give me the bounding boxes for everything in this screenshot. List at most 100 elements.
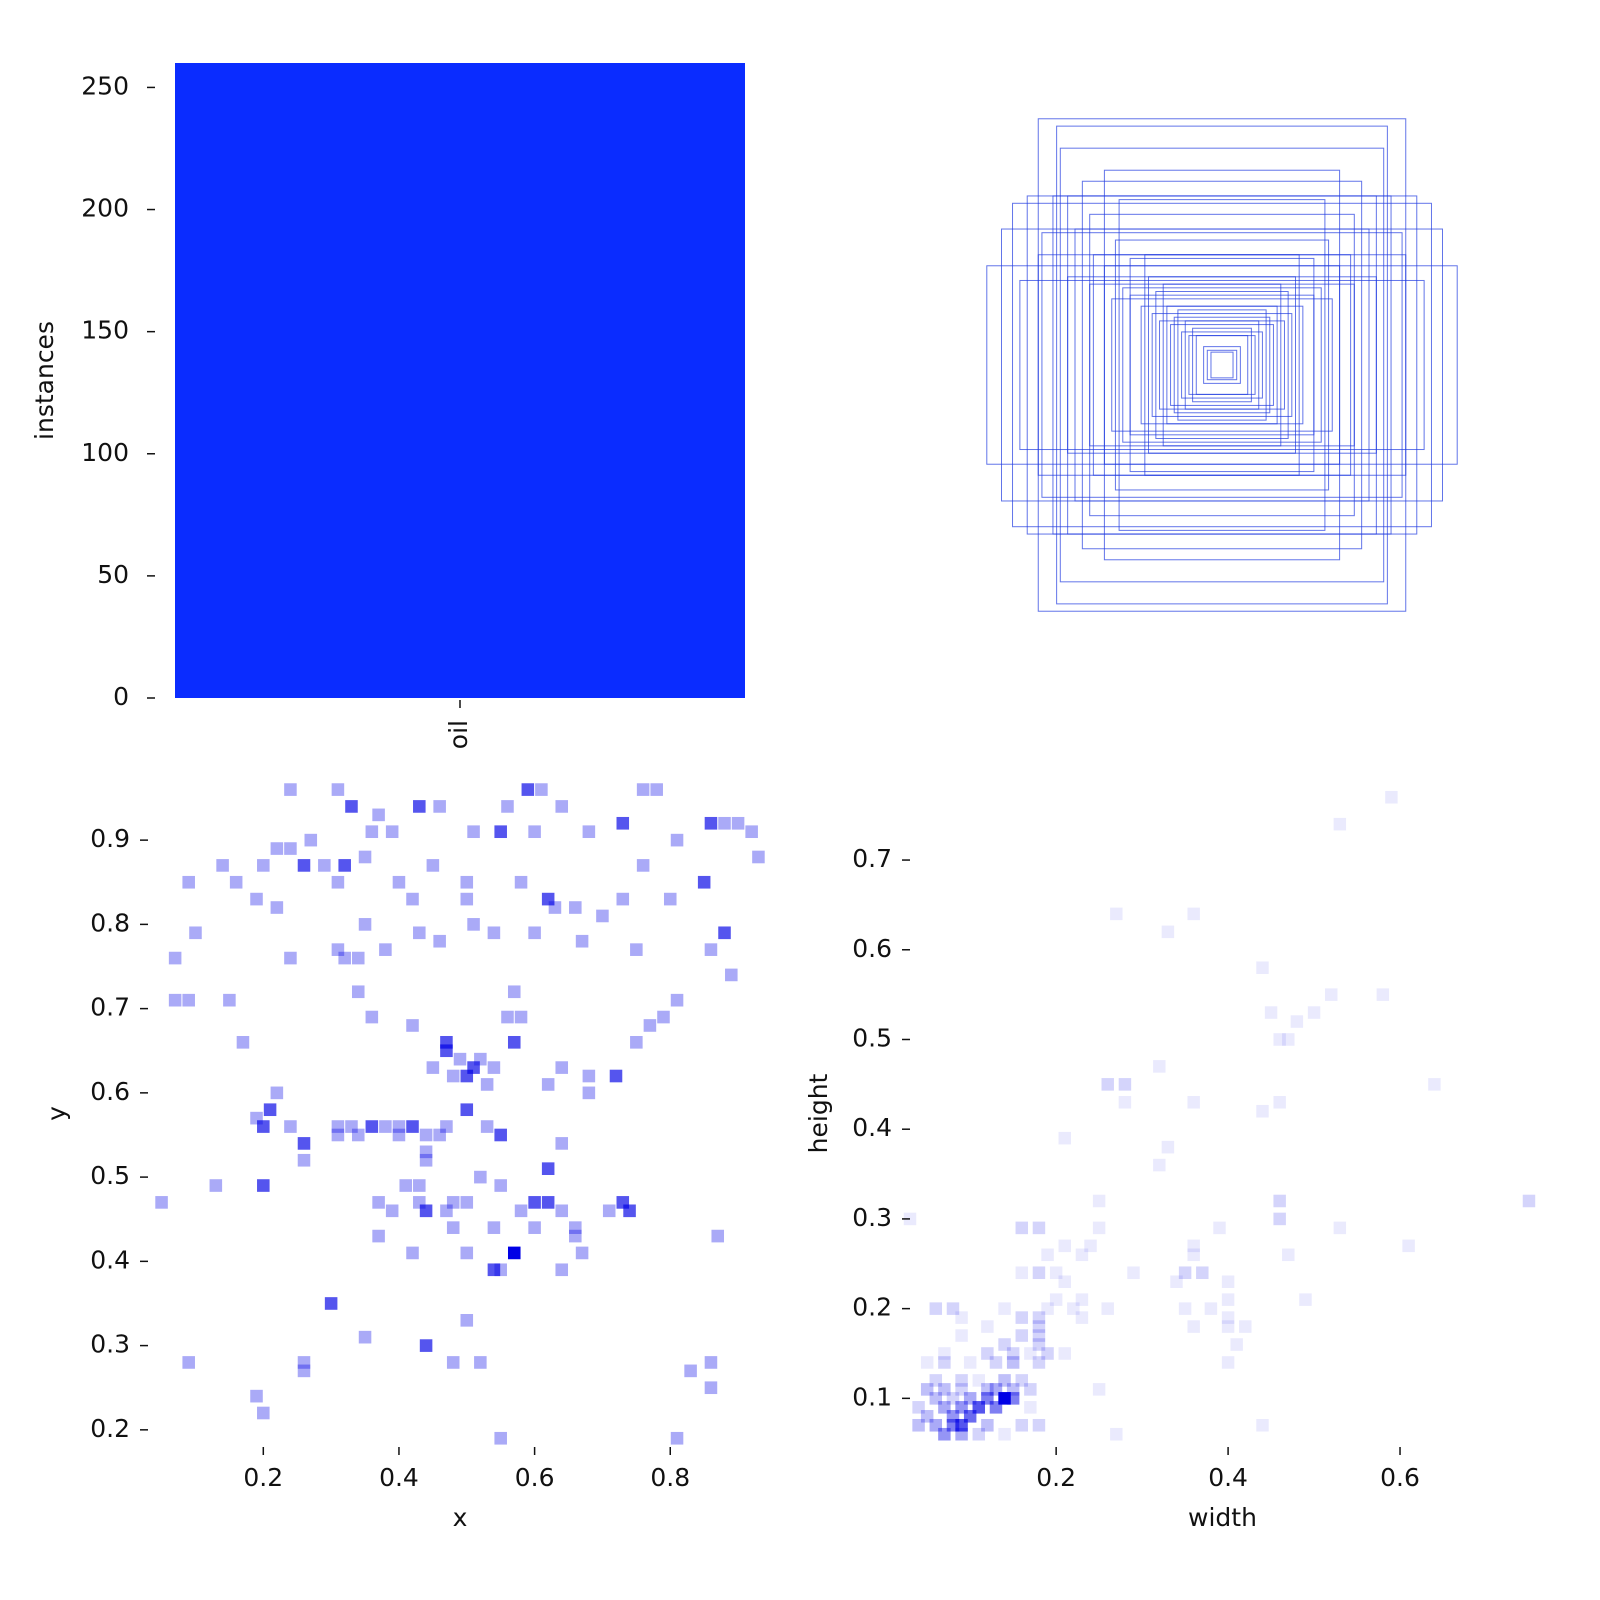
hist-cell [379,1120,392,1133]
hist-cell [731,816,745,830]
hist-cell [331,1128,345,1142]
hist-cell [324,1297,338,1310]
hist-cell [569,1229,582,1243]
hist-cell [636,859,650,872]
hist-cell [528,1221,541,1234]
hist-cell [1187,1320,1200,1333]
hist-cell [284,1120,297,1133]
hist-cell [1118,1096,1132,1109]
hist-cell [1032,1221,1046,1235]
hist-cell [1067,1302,1080,1315]
hist-cell [541,1196,555,1209]
hist-cell [1187,1239,1200,1253]
hist-cell [955,1374,968,1387]
hist-cell [1058,1131,1071,1145]
hist-cell [955,1383,968,1396]
hist-cell [998,1427,1011,1441]
hist-cell [1239,1320,1252,1333]
hist-cell [345,1120,358,1133]
hist-cell [609,1069,623,1083]
bounding-box [1162,283,1282,447]
hist-cell [460,1069,474,1083]
hist-cell [406,1019,419,1032]
hist-cell [955,1418,968,1432]
hist-cell [938,1427,951,1441]
hist-cell [392,1120,406,1133]
x-tick-label: 0.6 [515,1463,555,1492]
hist-cell [1290,1015,1304,1028]
y-tick-label: 250 [81,71,129,100]
hist-cell [365,825,379,839]
hist-cell [1075,1311,1089,1324]
y-tick-label: 0.8 [90,908,130,937]
hist-cell [920,1383,934,1396]
hist-cell [284,951,297,965]
hist-cell [487,1061,501,1074]
hist-cell [1049,1293,1063,1306]
hist-cell [351,951,365,965]
hist-cell [474,1356,487,1369]
hist-cell [494,1263,507,1277]
hist-cell [1161,925,1175,939]
hist-cell [1032,1338,1046,1351]
hist-cell [1256,961,1269,974]
hist-cell [372,808,385,822]
hist-cell [182,993,195,1007]
bounding-box [1026,195,1418,535]
hist-cell [1187,1248,1200,1262]
bounding-box [1170,324,1274,406]
hist-cell [1075,1293,1089,1306]
y-tick-label: 0.7 [90,993,130,1022]
hist-cell [474,1170,487,1184]
hist-cell [989,1401,1003,1414]
hist-cell [331,943,345,956]
hist-cell [745,825,758,839]
hist-cell [1325,988,1338,1001]
bounding-box [1019,279,1425,451]
hist-cell [284,842,297,855]
hist-cell [236,1035,250,1049]
y-tick-label: 100 [81,438,129,467]
hist-cell [663,892,677,906]
hist-cell [1015,1311,1028,1324]
hist-cell [1032,1311,1046,1324]
hist-cell [1204,1302,1218,1315]
hist-cell [494,1128,507,1142]
y-tick-label: 50 [97,560,129,589]
hist-cell [257,859,270,872]
y-tick-label: 0.5 [90,1161,130,1190]
hist-cell [555,1061,569,1074]
hist-cell [189,926,202,940]
hist-cell [406,892,419,906]
hist-cell [981,1347,994,1360]
hist-cell [345,800,358,813]
bounding-box [1181,331,1263,399]
x-axis-label: x [453,1503,468,1532]
hist-cell [1041,1302,1054,1315]
hist-cell [548,901,562,914]
hist-cell [270,901,284,914]
hist-cell [541,1078,555,1091]
bounding-box [1129,294,1315,436]
hist-cell [929,1392,943,1405]
hist-cell [555,800,569,813]
hist-cell [216,859,229,872]
hist-cell [351,985,365,999]
hist-cell [528,926,541,940]
hist-cell [670,993,684,1007]
hist-cell [1041,1248,1054,1262]
x-tick-label: 0.2 [1036,1463,1076,1492]
bounding-box [1114,239,1330,491]
hist-cell [399,1179,413,1192]
hist-cell [929,1418,943,1432]
hist-cell [358,850,372,864]
hist-cell [616,816,630,830]
hist-cell [1170,1275,1183,1288]
hist-cell [1221,1356,1235,1369]
hist-cell [555,1204,569,1218]
hist-cell [704,1381,718,1395]
hist-cell [440,1120,453,1133]
hist-cell [1153,1060,1166,1073]
x-tick-label: oil [444,720,473,749]
y-tick-label: 0.4 [852,1113,892,1142]
